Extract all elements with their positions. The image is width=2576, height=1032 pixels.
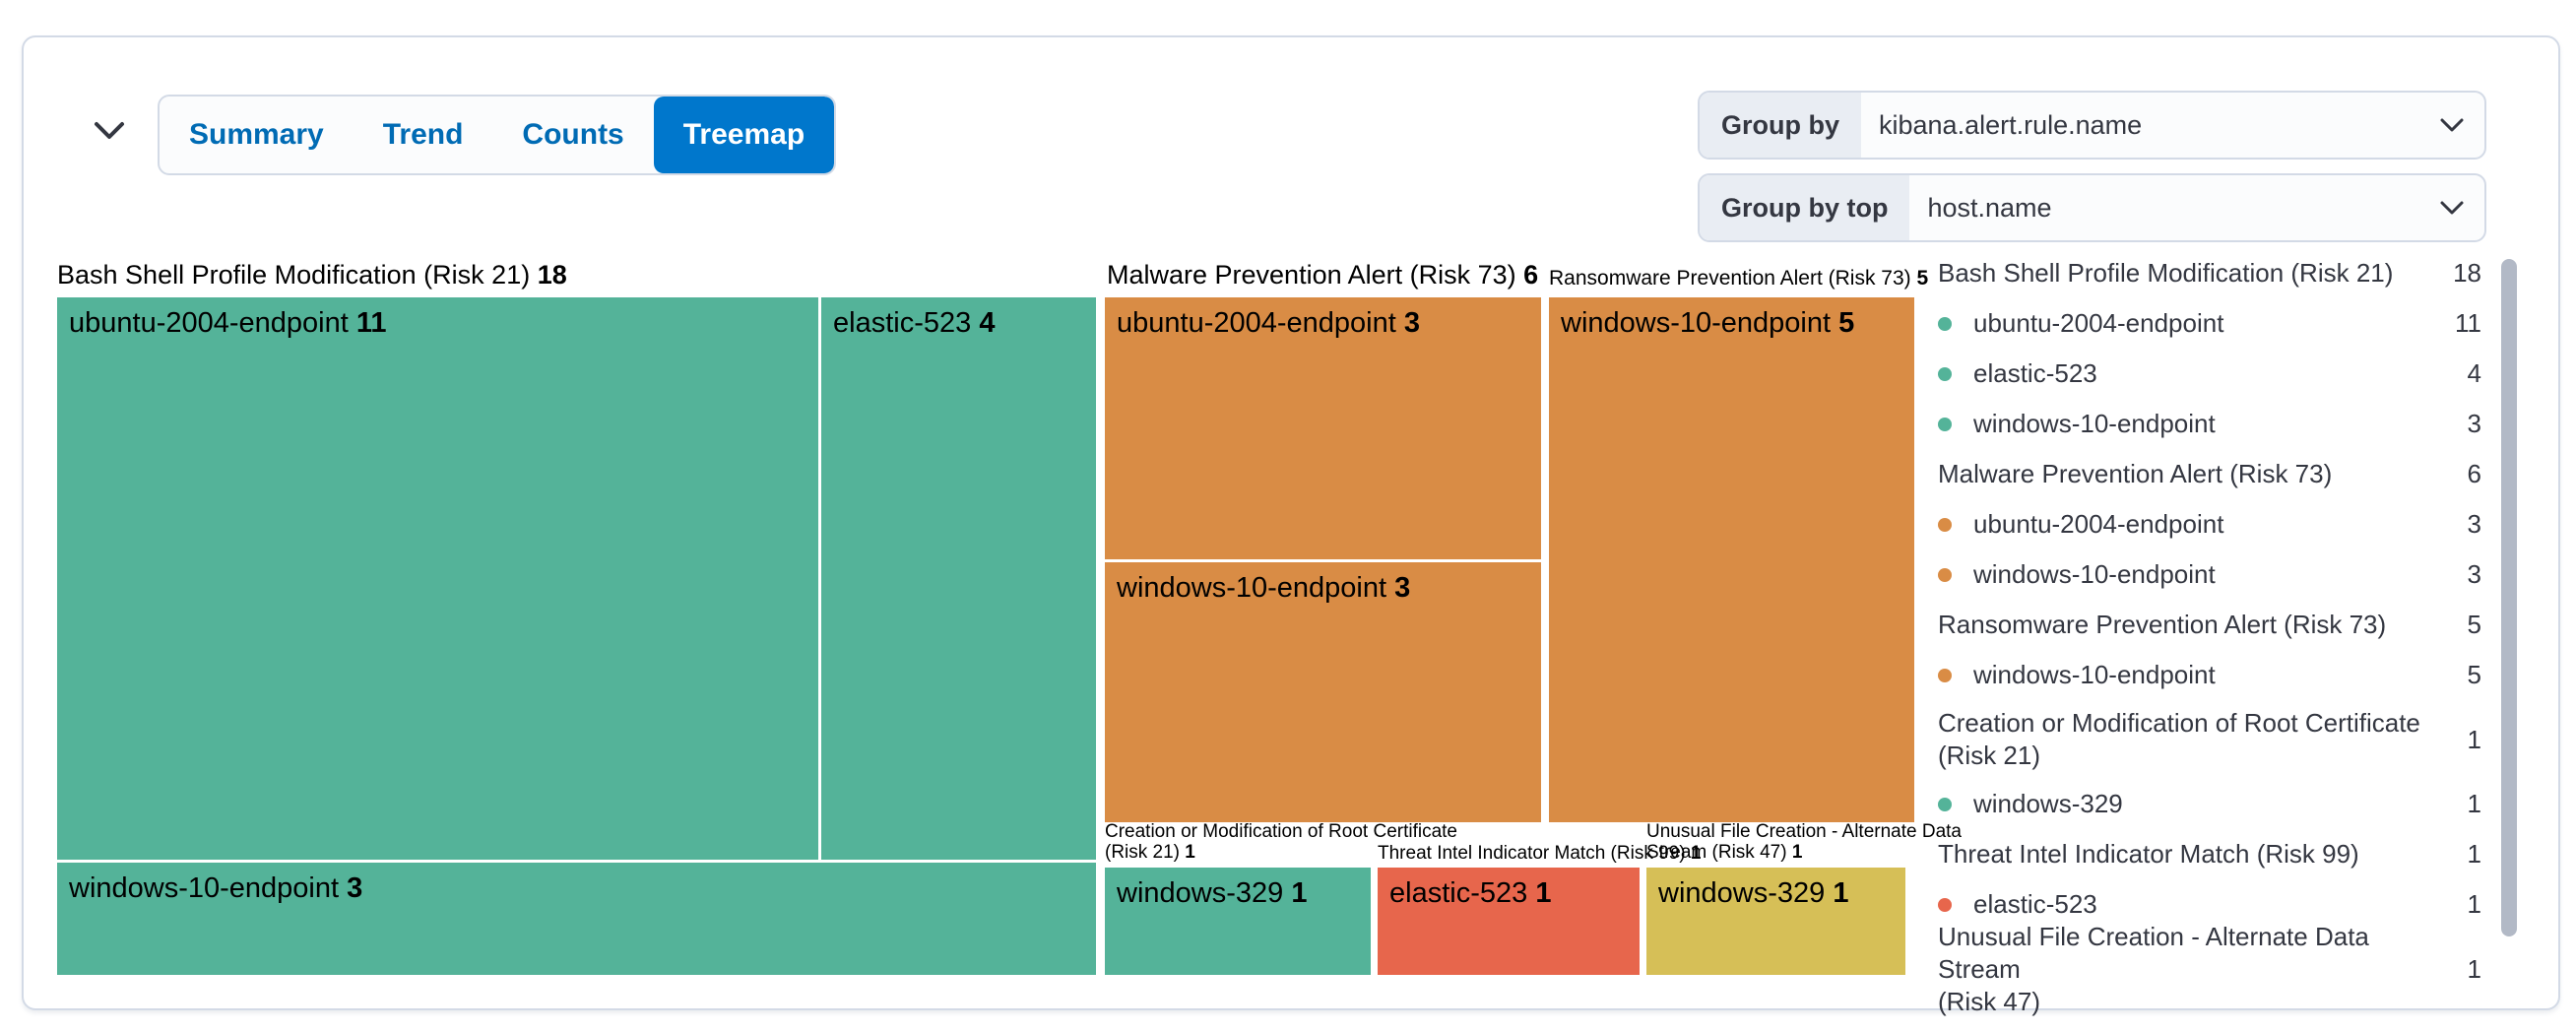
legend-label: windows-10-endpoint bbox=[1973, 559, 2216, 589]
legend-scrollbar-thumb[interactable] bbox=[2501, 259, 2517, 936]
treemap-cell-label: windows-10-endpoint 5 bbox=[1561, 307, 1855, 339]
treemap-cell-label: windows-10-endpoint 3 bbox=[1117, 572, 1411, 604]
legend-group-title[interactable]: Threat Intel Indicator Match (Risk 99) 1 bbox=[1934, 829, 2481, 879]
legend-count: 5 bbox=[2467, 610, 2481, 639]
legend-label: windows-329 bbox=[1973, 789, 2123, 818]
group-by-prepend-label: Group by bbox=[1700, 93, 1861, 158]
legend-item[interactable]: windows-329 1 bbox=[1934, 779, 2481, 829]
legend-color-dot bbox=[1934, 316, 1973, 331]
legend-count: 18 bbox=[2453, 258, 2481, 288]
legend-label: windows-10-endpoint bbox=[1973, 409, 2216, 438]
legend-label: Bash Shell Profile Modification (Risk 21… bbox=[1938, 258, 2394, 288]
legend-label: elastic-523 bbox=[1973, 358, 2097, 388]
treemap-cell-label: elastic-523 4 bbox=[833, 307, 996, 339]
legend-item[interactable]: elastic-523 1 bbox=[1934, 879, 2481, 930]
legend-count: 11 bbox=[2455, 308, 2481, 338]
legend-color-dot bbox=[1934, 517, 1973, 532]
legend-label: windows-10-endpoint bbox=[1973, 660, 2216, 689]
group-by-select[interactable]: Group by kibana.alert.rule.name bbox=[1698, 91, 2486, 160]
treemap-group-header: Malware Prevention Alert (Risk 73) 6 bbox=[1107, 260, 1539, 290]
legend-color-dot bbox=[1934, 366, 1973, 381]
treemap-group-header: Unusual File Creation - Alternate Data St… bbox=[1646, 821, 1962, 864]
chevron-down-icon bbox=[94, 121, 125, 144]
legend-group-title[interactable]: Malware Prevention Alert (Risk 73) 6 bbox=[1934, 449, 2481, 499]
group-by-value: kibana.alert.rule.name bbox=[1879, 109, 2143, 140]
treemap-cell-label: windows-329 1 bbox=[1658, 877, 1849, 909]
treemap-group-header: Bash Shell Profile Modification (Risk 21… bbox=[57, 260, 567, 290]
legend-group-title[interactable]: Bash Shell Profile Modification (Risk 21… bbox=[1934, 248, 2481, 298]
legend-count: 3 bbox=[2467, 409, 2481, 438]
legend-item[interactable]: ubuntu-2004-endpoint 3 bbox=[1934, 499, 2481, 549]
treemap-cell[interactable]: windows-10-endpoint 5 bbox=[1549, 297, 1914, 822]
group-by-top-select[interactable]: Group by top host.name bbox=[1698, 173, 2486, 242]
chevron-down-icon bbox=[2439, 175, 2484, 240]
legend-color-dot bbox=[1934, 897, 1973, 912]
treemap-cell-label: elastic-523 1 bbox=[1389, 877, 1552, 909]
chevron-down-icon bbox=[2439, 93, 2484, 158]
chart-view-button-group: Summary Trend Counts Treemap bbox=[158, 95, 837, 175]
treemap-cell-label: ubuntu-2004-endpoint 11 bbox=[69, 307, 387, 339]
tab-trend[interactable]: Trend bbox=[354, 97, 493, 173]
legend-color-dot bbox=[1934, 417, 1973, 431]
legend-item[interactable]: windows-10-endpoint 3 bbox=[1934, 399, 2481, 449]
legend-count: 3 bbox=[2467, 509, 2481, 539]
legend-label: Malware Prevention Alert (Risk 73) bbox=[1938, 459, 2333, 488]
tab-treemap[interactable]: Treemap bbox=[653, 97, 835, 173]
legend-color-dot bbox=[1934, 668, 1973, 682]
legend-item[interactable]: windows-10-endpoint 5 bbox=[1934, 650, 2481, 700]
treemap-cell-label: windows-329 1 bbox=[1117, 877, 1308, 909]
treemap-group-header: Creation or Modification of Root Certifi… bbox=[1105, 821, 1457, 864]
legend-count: 1 bbox=[2467, 953, 2481, 984]
legend-count: 4 bbox=[2467, 358, 2481, 388]
treemap-cell-label: ubuntu-2004-endpoint 3 bbox=[1117, 307, 1420, 339]
chart-legend: Bash Shell Profile Modification (Risk 21… bbox=[1934, 248, 2481, 1016]
legend-group-title[interactable]: Creation or Modification of Root Certifi… bbox=[1934, 700, 2481, 779]
legend-count: 1 bbox=[2467, 724, 2481, 754]
legend-item[interactable]: windows-10-endpoint 3 bbox=[1934, 549, 2481, 600]
legend-color-dot bbox=[1934, 797, 1973, 811]
legend-count: 1 bbox=[2467, 889, 2481, 919]
legend-count: 1 bbox=[2467, 789, 2481, 818]
treemap-group-header: Threat Intel Indicator Match (Risk 99) 1 bbox=[1378, 843, 1702, 864]
group-by-top-value: host.name bbox=[1927, 192, 2052, 223]
legend-item[interactable]: ubuntu-2004-endpoint 11 bbox=[1934, 298, 2481, 349]
legend-label: elastic-523 bbox=[1973, 889, 2097, 919]
treemap-cell[interactable]: elastic-523 1 bbox=[1378, 868, 1640, 975]
legend-count: 5 bbox=[2467, 660, 2481, 689]
legend-count: 1 bbox=[2467, 839, 2481, 869]
legend-item[interactable]: elastic-523 4 bbox=[1934, 349, 2481, 399]
treemap-cell[interactable]: windows-10-endpoint 3 bbox=[1105, 562, 1541, 822]
treemap-cell[interactable]: elastic-523 4 bbox=[821, 297, 1096, 860]
treemap-cell[interactable]: ubuntu-2004-endpoint 3 bbox=[1105, 297, 1541, 559]
legend-label: Ransomware Prevention Alert (Risk 73) bbox=[1938, 610, 2387, 639]
collapse-section-button[interactable] bbox=[89, 112, 130, 152]
legend-group-title[interactable]: Unusual File Creation - Alternate Data S… bbox=[1934, 922, 2481, 1016]
group-by-top-prepend-label: Group by top bbox=[1700, 175, 1910, 240]
legend-count: 6 bbox=[2467, 459, 2481, 488]
treemap-cell-label: windows-10-endpoint 3 bbox=[69, 872, 363, 904]
treemap-cell[interactable]: windows-329 1 bbox=[1105, 868, 1371, 975]
legend-label: Creation or Modification of Root Certifi… bbox=[1938, 708, 2420, 770]
tab-summary[interactable]: Summary bbox=[160, 97, 354, 173]
treemap-cell[interactable]: windows-10-endpoint 3 bbox=[57, 863, 1096, 975]
treemap-cell[interactable]: windows-329 1 bbox=[1646, 868, 1905, 975]
legend-label: ubuntu-2004-endpoint bbox=[1973, 509, 2224, 539]
treemap-group-header: Ransomware Prevention Alert (Risk 73) 5 bbox=[1549, 267, 1929, 290]
legend-label: Threat Intel Indicator Match (Risk 99) bbox=[1938, 839, 2359, 869]
legend-label: Unusual File Creation - Alternate Data S… bbox=[1938, 921, 2369, 1016]
treemap-cell[interactable]: ubuntu-2004-endpoint 11 bbox=[57, 297, 818, 860]
legend-label: ubuntu-2004-endpoint bbox=[1973, 308, 2224, 338]
tab-counts[interactable]: Counts bbox=[492, 97, 653, 173]
legend-color-dot bbox=[1934, 567, 1973, 582]
legend-group-title[interactable]: Ransomware Prevention Alert (Risk 73) 5 bbox=[1934, 600, 2481, 650]
legend-count: 3 bbox=[2467, 559, 2481, 589]
